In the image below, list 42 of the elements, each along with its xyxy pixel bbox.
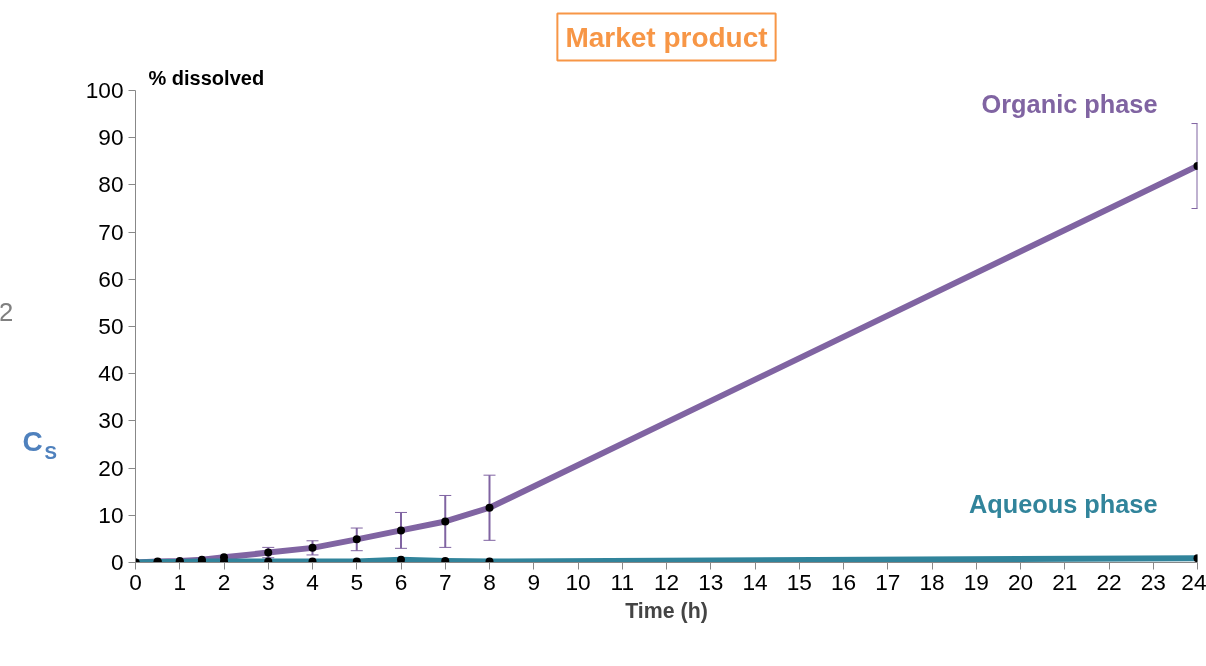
- y-tick-label: 60: [98, 265, 124, 292]
- x-tick-label: 8: [483, 568, 496, 595]
- y-axis-title: % dissolved: [148, 66, 265, 89]
- y-tick-label: 80: [98, 171, 124, 198]
- y-tick-label: 70: [98, 218, 124, 245]
- y-tick-label: 20: [98, 454, 124, 481]
- y-tick-label: 30: [98, 407, 124, 434]
- x-tick-label: 19: [963, 568, 989, 595]
- y-tick-label: 40: [98, 360, 124, 387]
- x-tick-label: 20: [1007, 568, 1034, 595]
- x-tick-label: 2: [217, 568, 231, 595]
- y-tick-label: 100: [85, 77, 124, 103]
- x-tick-label: 22: [1096, 568, 1122, 595]
- x-tick-label: 0: [129, 568, 142, 595]
- x-tick-label: 14: [742, 568, 768, 595]
- text: Organic phase: [981, 90, 1158, 119]
- x-tick-label: 5: [350, 568, 364, 595]
- x-tick-label: 18: [919, 568, 945, 595]
- chart-title: Market product: [565, 21, 768, 53]
- x-tick-label: 4: [306, 568, 319, 595]
- x-axis-title: Time (h): [625, 598, 708, 623]
- x-tick-label: 7: [438, 568, 452, 595]
- x-tick-label: 10: [565, 568, 591, 595]
- x-tick-label: 16: [830, 568, 857, 595]
- x-tick-label: 21: [1052, 568, 1078, 595]
- x-tick-label: 15: [786, 568, 812, 595]
- y-tick-label: 50: [98, 313, 124, 339]
- y-tick-label: 10: [98, 501, 124, 528]
- x-tick-label: 1: [173, 568, 187, 595]
- x-tick-label: 3: [261, 568, 275, 595]
- x-tick-label: 24: [1181, 568, 1206, 595]
- x-tick-label: 11: [610, 568, 635, 595]
- x-tick-label: 17: [875, 568, 901, 595]
- x-tick-label: 13: [698, 568, 724, 595]
- x-tick-label: 23: [1140, 568, 1166, 595]
- series-label: Aqueous phase: [968, 490, 1158, 519]
- y-tick-label: 0: [110, 549, 124, 575]
- x-tick-label: 12: [653, 568, 680, 595]
- x-tick-label: 6: [394, 568, 408, 595]
- x-tick-label: 9: [527, 568, 541, 595]
- y-tick-label: 90: [98, 124, 124, 151]
- text: 2: [0, 296, 14, 327]
